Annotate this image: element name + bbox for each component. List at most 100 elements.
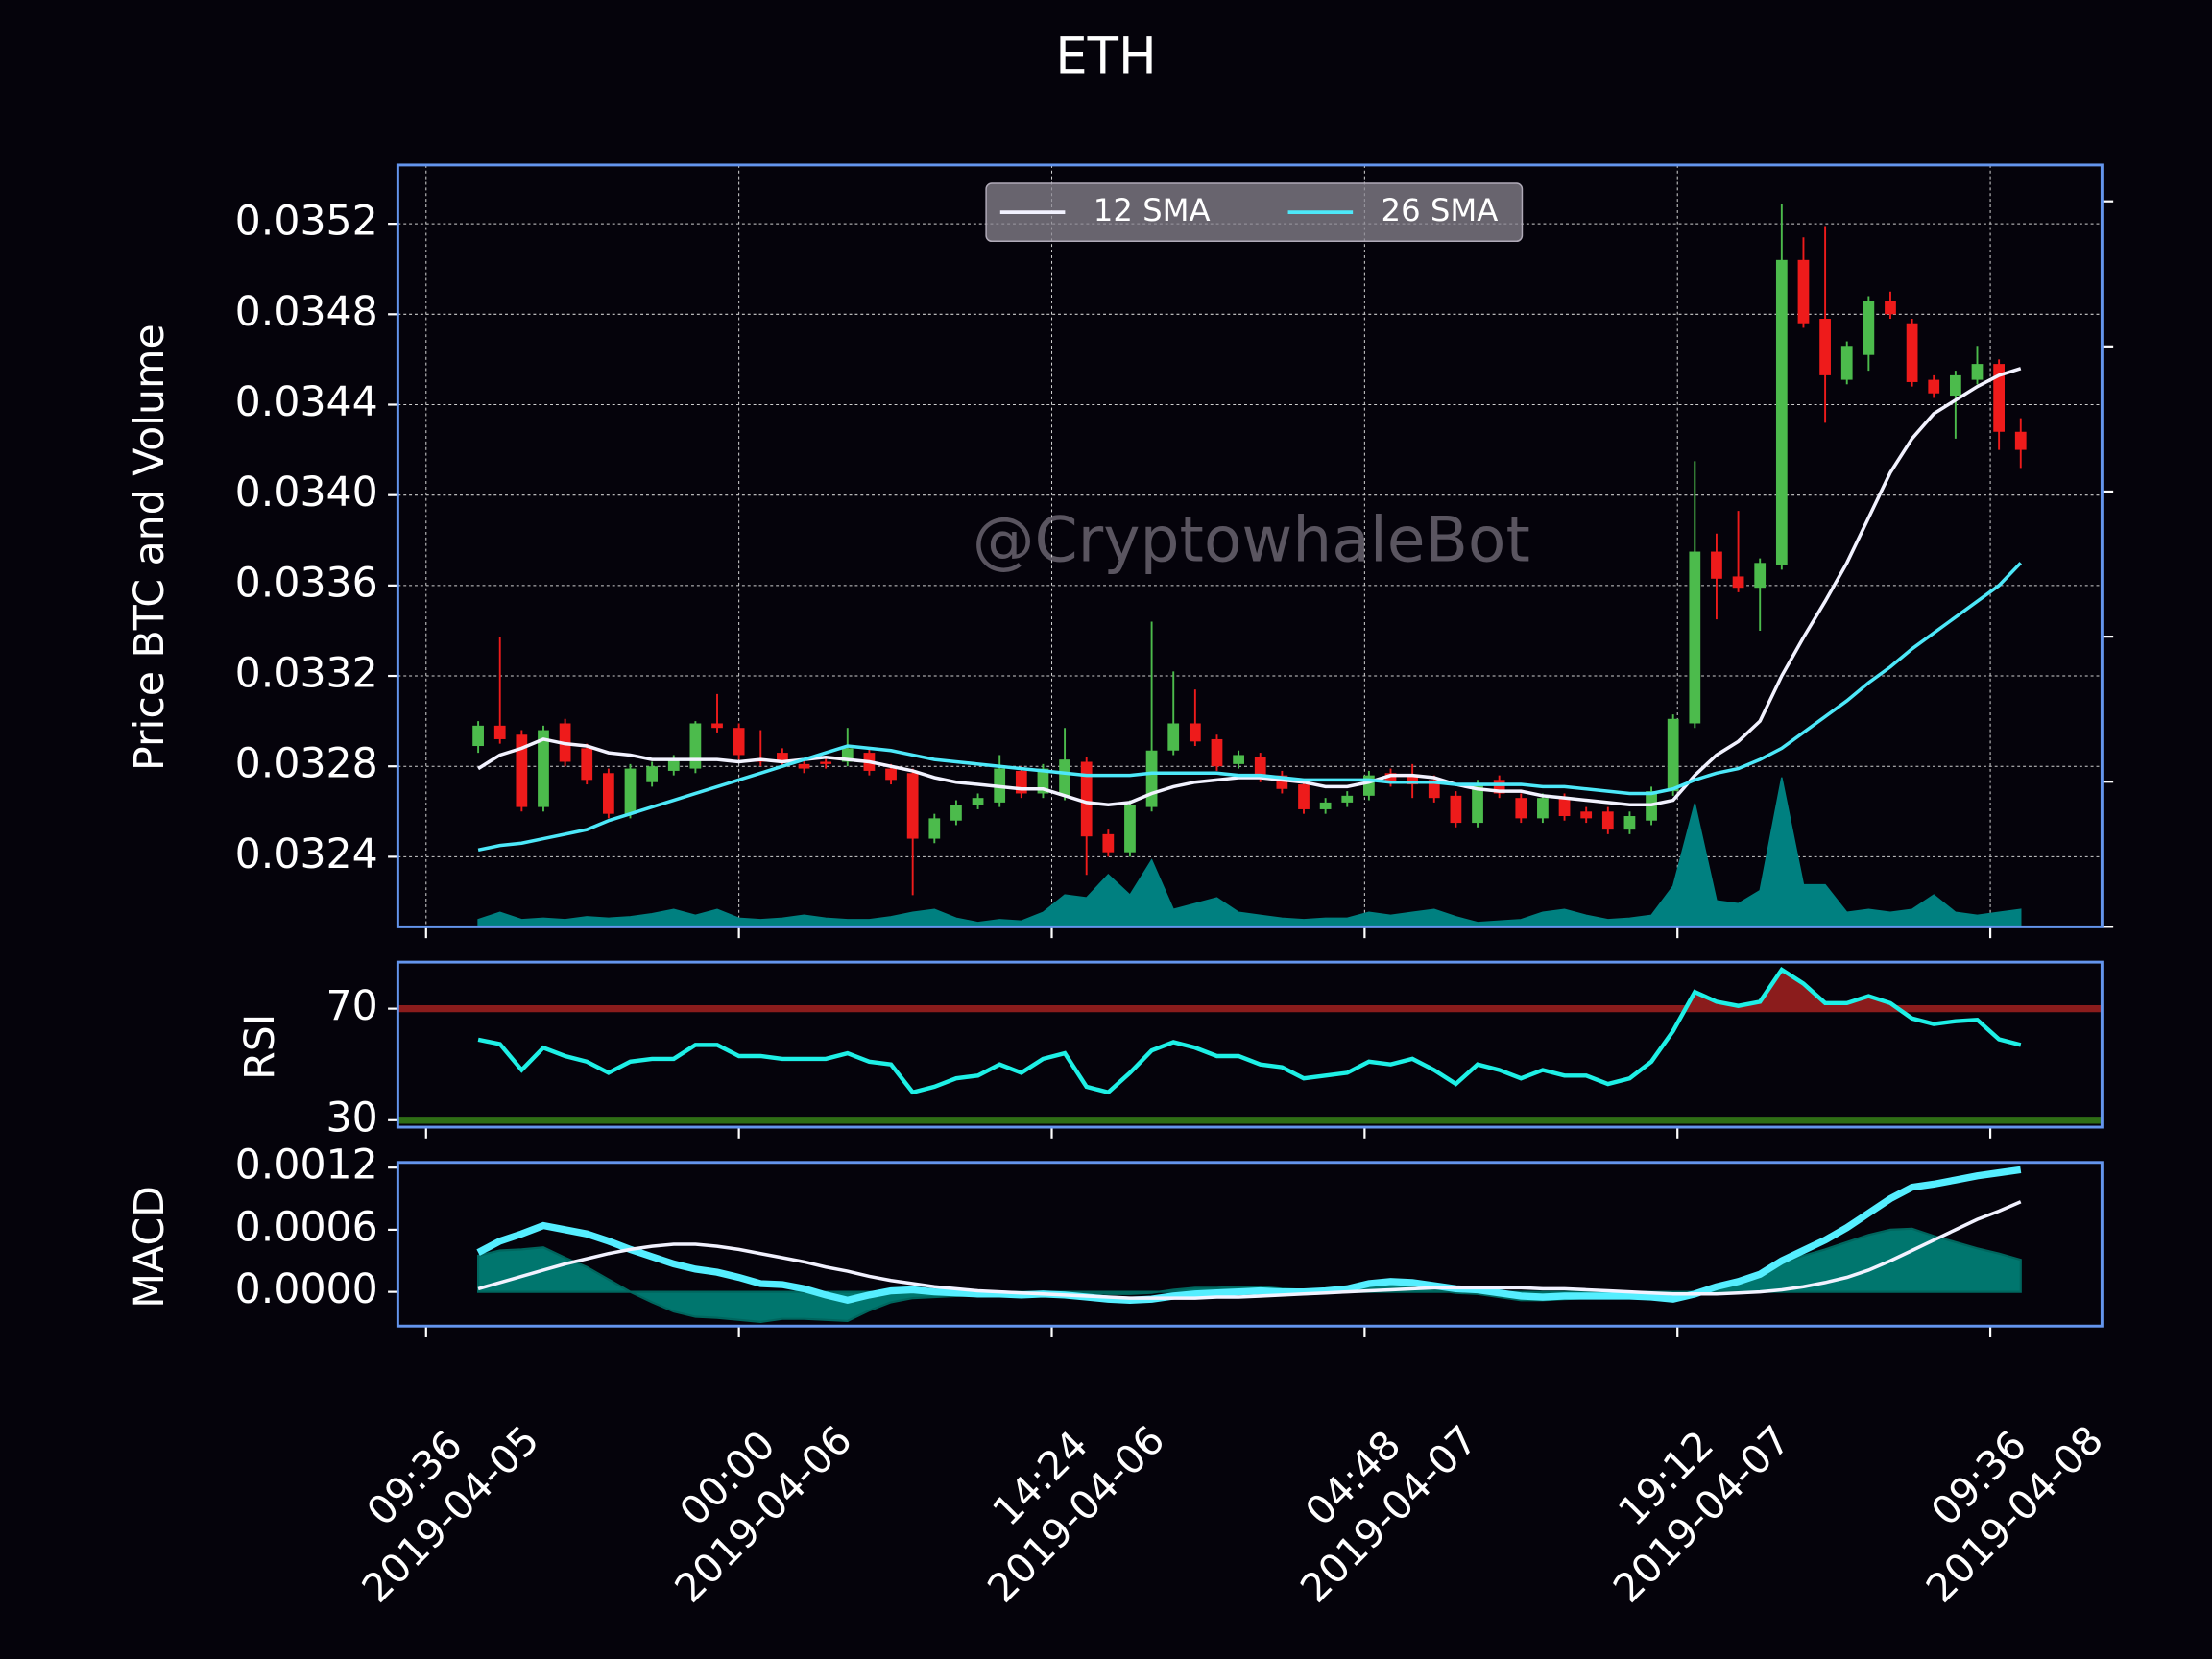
y-tick-label: 0.0348 xyxy=(235,288,378,336)
candle-body xyxy=(1667,718,1679,792)
candle-body xyxy=(820,761,832,764)
candle-body xyxy=(1059,759,1070,796)
candle-body xyxy=(1080,761,1093,837)
candle-body xyxy=(2014,431,2027,450)
panel-border xyxy=(396,1161,2104,1328)
candle-body xyxy=(472,725,484,747)
panel-border xyxy=(396,960,2104,1129)
watermark: @CryptowhaleBot xyxy=(973,505,1530,577)
y-tick-label: 0.0332 xyxy=(235,650,378,698)
candle-body xyxy=(1493,780,1505,794)
candle-body xyxy=(1363,775,1375,796)
y-tick-label: 70 xyxy=(326,982,378,1030)
candle-body xyxy=(1428,780,1440,799)
candle-body xyxy=(1732,576,1744,589)
candle-body xyxy=(1863,301,1875,355)
candle-body xyxy=(777,753,788,762)
candle-body xyxy=(1211,738,1223,767)
candle-body xyxy=(1015,770,1027,794)
y-tick-label: 0.0006 xyxy=(235,1203,378,1251)
candle-body xyxy=(1580,811,1593,819)
candle-body xyxy=(689,723,702,769)
candle-body xyxy=(1775,259,1788,565)
panel-border xyxy=(396,163,2104,928)
legend-label: 12 SMA xyxy=(1094,192,1211,228)
sma-line xyxy=(477,367,2022,807)
candle-body xyxy=(1341,795,1354,803)
candle-body xyxy=(538,730,549,807)
candle-body xyxy=(841,748,854,762)
candle-body xyxy=(493,725,506,739)
candle-body xyxy=(906,773,919,839)
candle-body xyxy=(1276,775,1288,789)
y-tick-label: 0.0344 xyxy=(235,378,378,426)
candle-body xyxy=(1754,563,1767,589)
candle-body xyxy=(1840,346,1853,380)
candle-body xyxy=(1167,723,1180,751)
candle-body xyxy=(1384,773,1397,782)
candle-body xyxy=(1689,551,1701,724)
main-plot xyxy=(472,203,2027,927)
candle-body xyxy=(950,805,962,821)
candle-body xyxy=(798,763,810,769)
candle-body xyxy=(624,768,637,814)
legend-box xyxy=(985,182,1524,243)
candle-body xyxy=(1407,775,1419,785)
candle-body xyxy=(1102,833,1115,853)
candle-body xyxy=(1515,798,1527,819)
candle-body xyxy=(1906,323,1918,382)
candle-body xyxy=(646,766,659,782)
legend-label: 26 SMA xyxy=(1382,192,1499,228)
candle-body xyxy=(1298,784,1310,809)
candle-body xyxy=(1319,802,1332,809)
sma-line xyxy=(477,562,2023,853)
y-axis-label: Price BTC and Volume xyxy=(126,324,174,771)
candle-body xyxy=(1928,379,1940,394)
candle-body xyxy=(1601,811,1614,830)
y-tick-label: 0.0324 xyxy=(235,830,378,878)
candle-body xyxy=(711,723,723,729)
candle-body xyxy=(733,728,745,756)
candle-body xyxy=(581,748,593,781)
y-tick-label: 0.0340 xyxy=(235,469,378,517)
candle-body xyxy=(602,773,614,814)
macd-line xyxy=(477,1200,2022,1300)
rsi-overbought-fill xyxy=(478,969,2021,1009)
macd-line xyxy=(476,1166,2022,1305)
candle-body xyxy=(1037,768,1049,794)
candle-body xyxy=(1233,755,1244,764)
macd-axis-label: MACD xyxy=(126,1186,174,1309)
candle-body xyxy=(1993,364,2006,432)
candle-body xyxy=(1623,816,1636,830)
candle-body xyxy=(516,734,528,807)
chart-title: ETH xyxy=(1055,27,1156,85)
candle-body xyxy=(1819,319,1831,375)
candle-body xyxy=(1558,798,1571,817)
y-tick-label: 0.0352 xyxy=(235,198,378,246)
volume-area xyxy=(477,777,2022,927)
candle-body xyxy=(1472,784,1483,824)
candle-body xyxy=(1189,723,1201,742)
candle-body xyxy=(1885,301,1896,315)
y-tick-label: 0.0012 xyxy=(235,1142,378,1190)
rsi-line xyxy=(477,966,2022,1095)
candle-body xyxy=(1124,805,1136,853)
candle-body xyxy=(667,759,680,771)
y-tick-label: 0.0000 xyxy=(235,1265,378,1313)
rsi-axis-label: RSI xyxy=(236,1014,284,1080)
y-tick-label: 30 xyxy=(326,1094,378,1142)
candle-body xyxy=(1145,750,1158,807)
candle-body xyxy=(972,798,984,805)
macd-plot xyxy=(476,1166,2022,1324)
candle-body xyxy=(928,818,941,839)
candle-body xyxy=(1711,551,1722,579)
candle-body xyxy=(1254,757,1266,778)
y-tick-label: 0.0336 xyxy=(235,559,378,607)
candle-body xyxy=(1797,259,1810,324)
candle-body xyxy=(1537,798,1549,819)
candle-body xyxy=(1971,364,1984,380)
candle-body xyxy=(1450,795,1462,824)
